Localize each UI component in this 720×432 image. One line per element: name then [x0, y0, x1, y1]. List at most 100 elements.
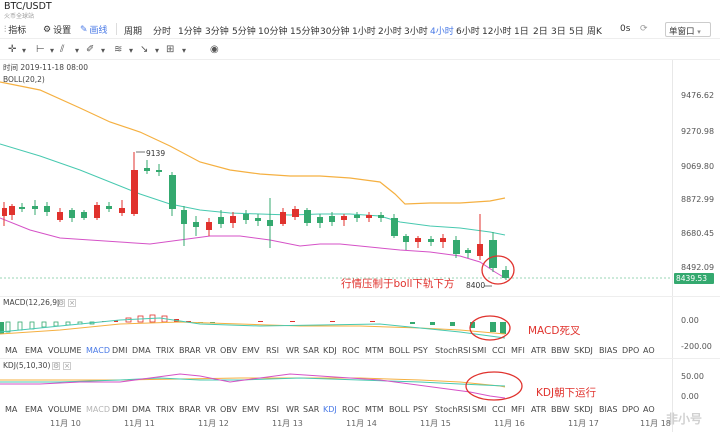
period-1m[interactable]: 1分钟: [178, 27, 202, 37]
close-icon[interactable]: ×: [68, 299, 76, 307]
period-4h[interactable]: 4小时: [430, 27, 454, 37]
tab-ma[interactable]: MA: [5, 346, 18, 355]
tab-wr[interactable]: WR: [286, 405, 300, 414]
tab-roc[interactable]: ROC: [342, 405, 360, 414]
dropdown-icon[interactable]: ▾: [75, 46, 80, 55]
tab-stochrsi[interactable]: StochRSI: [435, 346, 471, 355]
tab-skdj[interactable]: SKDJ: [574, 346, 593, 355]
tab-wr[interactable]: WR: [286, 346, 300, 355]
tab-mfi[interactable]: MFI: [511, 346, 525, 355]
tab-volume[interactable]: VOLUME: [48, 405, 82, 414]
tab-emv[interactable]: EMV: [242, 346, 260, 355]
tab-brar[interactable]: BRAR: [179, 405, 201, 414]
dropdown-icon[interactable]: ▾: [182, 46, 187, 55]
tab-macd[interactable]: MACD: [86, 405, 110, 414]
tab-rsi[interactable]: RSI: [266, 405, 279, 414]
kdj-chart[interactable]: [0, 368, 672, 402]
period-3h[interactable]: 3小时: [404, 27, 428, 37]
tab-emv[interactable]: EMV: [242, 405, 260, 414]
tab-psy[interactable]: PSY: [413, 346, 428, 355]
tab-ao[interactable]: AO: [643, 346, 655, 355]
tab-dpo[interactable]: DPO: [622, 405, 640, 414]
dropdown-icon[interactable]: ▾: [155, 46, 160, 55]
refresh-icon[interactable]: ⟳: [640, 24, 648, 34]
macd-chart[interactable]: [0, 308, 672, 344]
tab-dmi[interactable]: DMI: [112, 346, 128, 355]
tab-trix[interactable]: TRIX: [156, 405, 175, 414]
dropdown-icon[interactable]: ▾: [22, 46, 27, 55]
period-5m[interactable]: 5分钟: [232, 27, 256, 37]
tab-atr[interactable]: ATR: [531, 405, 547, 414]
candlestick-chart[interactable]: [0, 60, 672, 296]
tab-ema[interactable]: EMA: [25, 346, 43, 355]
text-tool-icon[interactable]: ↘: [140, 44, 149, 55]
tab-kdj[interactable]: KDJ: [323, 405, 337, 414]
tab-ma[interactable]: MA: [5, 405, 18, 414]
tab-sar[interactable]: SAR: [303, 346, 320, 355]
tab-mfi[interactable]: MFI: [511, 405, 525, 414]
period-10m[interactable]: 10分钟: [258, 27, 288, 37]
brush-icon[interactable]: ✐: [86, 44, 95, 55]
tab-vr[interactable]: VR: [205, 346, 217, 355]
tab-bias[interactable]: BIAS: [599, 405, 618, 414]
draw-button[interactable]: ✎ 画线: [80, 23, 108, 37]
tab-ema[interactable]: EMA: [25, 405, 43, 414]
tab-mtm[interactable]: MTM: [365, 346, 384, 355]
tab-brar[interactable]: BRAR: [179, 346, 201, 355]
settings-icon[interactable]: ⚙: [57, 299, 65, 307]
crosshair-icon[interactable]: ✛: [8, 44, 17, 55]
tab-bbw[interactable]: BBW: [551, 346, 570, 355]
parallel-line-icon[interactable]: ⫽: [60, 44, 65, 55]
period-2d[interactable]: 2日: [533, 27, 548, 37]
tab-mtm[interactable]: MTM: [365, 405, 384, 414]
tab-boll[interactable]: BOLL: [389, 405, 410, 414]
tab-bbw[interactable]: BBW: [551, 405, 570, 414]
period-3m[interactable]: 3分钟: [205, 27, 229, 37]
tab-trix[interactable]: TRIX: [156, 346, 175, 355]
tab-dma[interactable]: DMA: [132, 346, 151, 355]
line-tool-icon[interactable]: ⊢: [36, 44, 45, 55]
tab-macd[interactable]: MACD: [86, 346, 110, 355]
tab-vr[interactable]: VR: [205, 405, 217, 414]
tab-smi[interactable]: SMI: [472, 346, 487, 355]
period-week[interactable]: 周K: [587, 27, 602, 37]
period-2h[interactable]: 2小时: [378, 27, 402, 37]
tab-kdj[interactable]: KDJ: [323, 346, 337, 355]
dropdown-icon[interactable]: ▾: [101, 46, 106, 55]
tab-ao[interactable]: AO: [643, 405, 655, 414]
dropdown-icon[interactable]: ▾: [50, 46, 55, 55]
tab-boll[interactable]: BOLL: [389, 346, 410, 355]
period-30m[interactable]: 30分钟: [320, 27, 350, 37]
tab-atr[interactable]: ATR: [531, 346, 547, 355]
chart-type-select[interactable]: 单窗口 ▾: [665, 22, 711, 37]
period-6h[interactable]: 6小时: [456, 27, 480, 37]
tab-skdj[interactable]: SKDJ: [574, 405, 593, 414]
tab-obv[interactable]: OBV: [220, 346, 238, 355]
period-1h[interactable]: 1小时: [352, 27, 376, 37]
tab-dmi[interactable]: DMI: [112, 405, 128, 414]
tab-psy[interactable]: PSY: [413, 405, 428, 414]
tab-cci[interactable]: CCI: [492, 346, 506, 355]
dropdown-icon[interactable]: ▾: [129, 46, 134, 55]
settings-icon[interactable]: ⚙: [52, 362, 60, 370]
period-3d[interactable]: 3日: [551, 27, 566, 37]
tab-volume[interactable]: VOLUME: [48, 346, 82, 355]
tab-rsi[interactable]: RSI: [266, 346, 279, 355]
settings-button[interactable]: ⚙ 设置: [43, 23, 71, 37]
tab-sar[interactable]: SAR: [303, 405, 320, 414]
tab-obv[interactable]: OBV: [220, 405, 238, 414]
measure-icon[interactable]: ⊞: [166, 44, 175, 55]
tab-dma[interactable]: DMA: [132, 405, 151, 414]
period-12h[interactable]: 12小时: [482, 27, 512, 37]
tab-roc[interactable]: ROC: [342, 346, 360, 355]
tab-smi[interactable]: SMI: [472, 405, 487, 414]
tab-bias[interactable]: BIAS: [599, 346, 618, 355]
tab-cci[interactable]: CCI: [492, 405, 506, 414]
fibonacci-icon[interactable]: ≋: [114, 44, 123, 55]
tab-stochrsi[interactable]: StochRSI: [435, 405, 471, 414]
tab-dpo[interactable]: DPO: [622, 346, 640, 355]
eye-icon[interactable]: ◉: [210, 44, 219, 55]
indicator-button[interactable]: ⫶ 指标: [4, 23, 26, 37]
period-15m[interactable]: 15分钟: [290, 27, 320, 37]
period-5d[interactable]: 5日: [569, 27, 584, 37]
